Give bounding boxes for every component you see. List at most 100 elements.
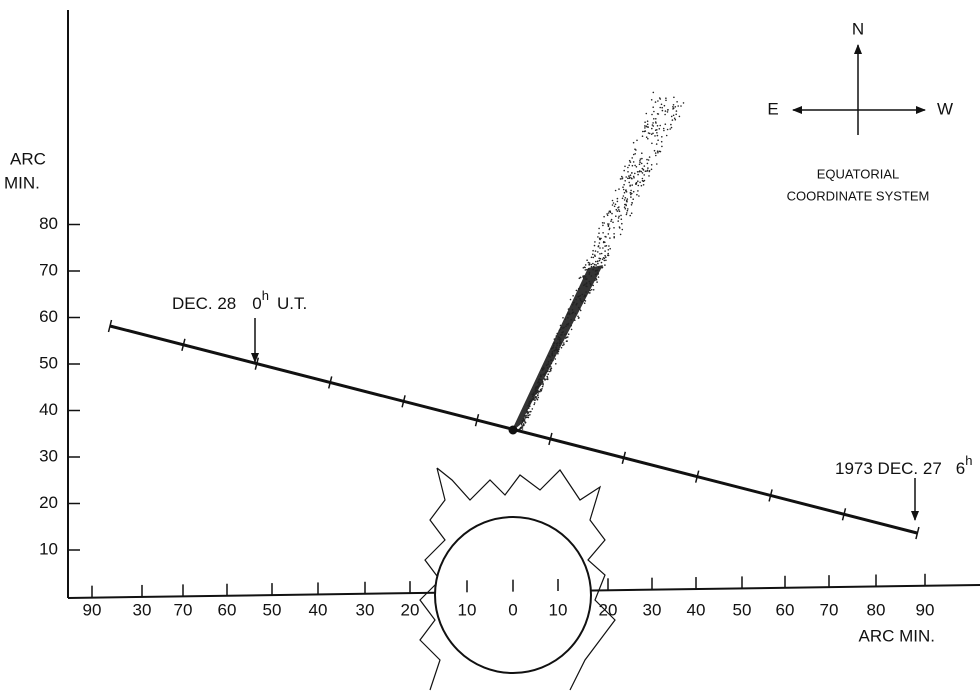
- dust-dot: [559, 338, 562, 340]
- dust-dot: [655, 118, 657, 120]
- dust-dot: [560, 346, 563, 349]
- dust-dot: [524, 414, 526, 417]
- dust-dot: [550, 366, 552, 368]
- dust-dot: [670, 123, 672, 126]
- dust-dot: [623, 206, 626, 208]
- dust-dot: [653, 149, 656, 152]
- dust-dot: [648, 156, 651, 158]
- dust-dot: [566, 323, 568, 326]
- dust-dot: [652, 132, 654, 135]
- x-tick-label: 50: [263, 600, 282, 619]
- dust-dot: [553, 355, 556, 357]
- dust-dot: [573, 301, 575, 304]
- dust-dot: [648, 170, 651, 173]
- dust-dot: [554, 349, 557, 351]
- dust-dot: [535, 389, 538, 392]
- dust-dot: [619, 178, 622, 180]
- x-tick-label: 30: [643, 600, 662, 619]
- dust-dot: [643, 165, 646, 167]
- dust-dot: [579, 308, 581, 310]
- dust-dot: [603, 259, 606, 262]
- dust-dot: [536, 387, 538, 389]
- dust-dot: [605, 245, 608, 247]
- annotation-suffix: U.T.: [277, 294, 307, 313]
- dust-dot: [670, 115, 673, 118]
- dust-dot: [664, 123, 667, 125]
- dust-dot: [568, 313, 571, 316]
- dust-dot: [639, 181, 641, 184]
- dust-dot: [550, 369, 552, 372]
- dust-dot: [530, 410, 532, 413]
- dust-dot: [618, 210, 621, 213]
- dust-dot: [584, 278, 587, 280]
- dust-dot: [673, 117, 676, 120]
- dust-dot: [636, 171, 639, 173]
- dust-dot: [596, 281, 598, 283]
- dust-dot: [521, 428, 524, 430]
- dust-dot: [638, 195, 640, 197]
- dust-dot: [641, 172, 644, 174]
- dust-dot: [610, 220, 612, 222]
- dust-dot: [577, 315, 579, 318]
- dust-dot: [656, 125, 659, 127]
- dust-dot: [628, 175, 630, 177]
- dust-dot: [563, 343, 565, 346]
- dust-dot: [567, 333, 570, 336]
- dust-dot: [630, 177, 633, 179]
- dust-dot: [578, 306, 580, 309]
- dust-dot: [537, 396, 540, 399]
- dust-dot: [569, 298, 572, 301]
- dust-dot: [674, 106, 677, 108]
- dust-dot: [613, 233, 615, 235]
- annotation-date: 1973 DEC. 27: [835, 459, 942, 478]
- dust-dot: [644, 121, 646, 123]
- dust-dot: [617, 207, 619, 209]
- dust-dot: [575, 289, 578, 292]
- dust-dot: [559, 324, 562, 327]
- dust-dot: [574, 319, 576, 322]
- dust-dot: [625, 203, 627, 206]
- dust-dot: [623, 191, 626, 194]
- dust-dot: [672, 104, 675, 106]
- dust-dot: [547, 363, 549, 365]
- dust-dot: [661, 106, 663, 109]
- dust-dot: [618, 209, 620, 211]
- dust-dot: [583, 302, 586, 305]
- dust-dot: [621, 175, 623, 178]
- dust-dot: [645, 125, 647, 127]
- dust-dot: [661, 109, 664, 112]
- dust-dot: [672, 114, 675, 117]
- dust-dot: [646, 120, 649, 122]
- dust-dot: [631, 184, 633, 186]
- x-tick-label: 30: [356, 600, 375, 619]
- dust-dot: [545, 378, 547, 381]
- dust-dot: [534, 393, 537, 395]
- dust-dot: [595, 273, 597, 276]
- dust-dot: [616, 210, 619, 212]
- dust-dot: [607, 254, 610, 257]
- dust-dot: [604, 241, 606, 244]
- path-tick: [107, 319, 113, 333]
- dust-dot: [550, 368, 552, 370]
- dust-dot: [592, 256, 595, 259]
- dust-dot: [652, 106, 654, 108]
- y-tick-label: 70: [39, 260, 58, 279]
- dust-dot: [627, 208, 629, 210]
- dust-dot: [632, 153, 635, 156]
- dust-dot: [546, 375, 548, 378]
- dust-dot: [608, 245, 610, 247]
- dust-dot: [640, 162, 643, 165]
- dust-dot: [589, 282, 591, 285]
- dust-dot: [643, 130, 646, 133]
- dust-dot: [624, 165, 626, 168]
- dust-dot: [589, 284, 592, 286]
- dust-dot: [590, 288, 593, 291]
- dust-dot: [594, 254, 596, 256]
- dust-dot: [608, 228, 611, 231]
- dust-dot: [622, 195, 625, 197]
- dust-dot: [598, 257, 600, 260]
- dust-dot: [603, 215, 605, 218]
- dust-dot: [658, 128, 661, 130]
- dust-dot: [671, 119, 674, 121]
- dust-dot: [626, 209, 629, 212]
